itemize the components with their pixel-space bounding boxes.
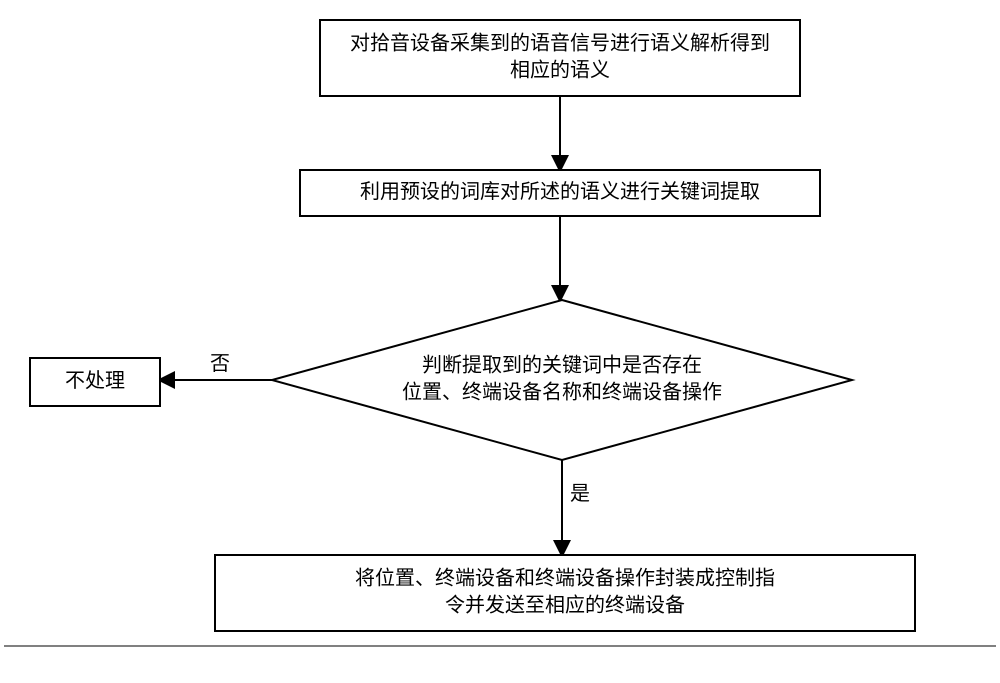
flow-edge-label-e3: 否 [210, 353, 230, 375]
flow-node-text-n4: 不处理 [65, 369, 125, 392]
flow-node-text-n2: 利用预设的词库对所述的语义进行关键词提取 [360, 180, 760, 203]
flow-edge-label-e4: 是 [570, 483, 590, 505]
flow-node-n5 [215, 555, 915, 631]
flow-node-n1 [320, 20, 800, 96]
flow-decision-n3 [272, 300, 852, 460]
flowchart-canvas: 对拾音设备采集到的语音信号进行语义解析得到相应的语义利用预设的词库对所述的语义进… [0, 0, 1000, 683]
